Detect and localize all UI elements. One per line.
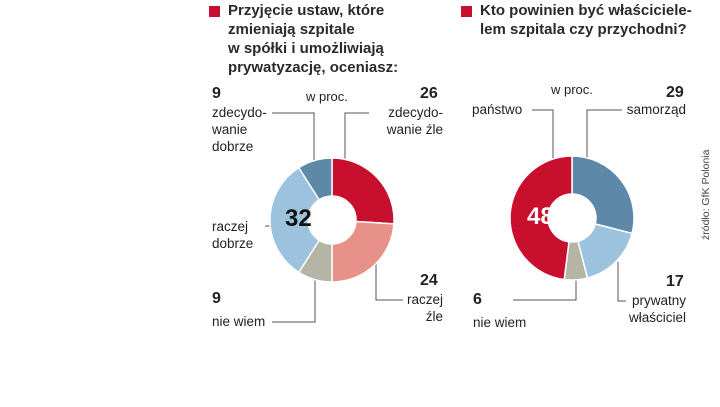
chart2-leader-prywatny [617, 262, 626, 302]
chart1-slice-zdecydo-wanie-dobrze [297, 157, 333, 201]
chart1-slice-raczej-dobrze [269, 166, 321, 274]
chart2-donut [509, 155, 635, 281]
chart1-unit-label: w proc. [306, 89, 348, 104]
chart2-value-label-samorzad: 29 [666, 84, 684, 101]
chart1-center-value: 32 [285, 205, 312, 232]
chart2-label-samorzad: samorząd [626, 102, 686, 117]
chart1-leaders [265, 112, 403, 323]
chart2-label-panstwo: państwo [472, 102, 523, 117]
chart2-leader-panstwo [532, 109, 554, 160]
chart2-center-value: 48 [527, 203, 554, 230]
chart1-leader-zdecydowanie-zle [344, 112, 369, 162]
chart2-slice-państwo [509, 155, 573, 281]
chart1-title: Przyjęcie ustaw, które zmieniają szpital… [228, 2, 399, 76]
chart2-leader-samorzad [586, 109, 622, 160]
chart2-leader-nie-wiem [513, 276, 577, 301]
chart2-slice-samorząd [571, 155, 635, 235]
chart1-label-raczej-zle: raczej źle [406, 292, 443, 324]
chart2-label-nie-wiem: nie wiem [473, 315, 527, 330]
chart1-value-label-raczej-zle: 24 [420, 272, 438, 289]
chart1-label-raczej-dobrze: raczej dobrze [212, 219, 254, 251]
heading-marker-2 [461, 6, 472, 17]
chart1-label-zdecydowanie-zle: zdecydo- wanie źle [386, 105, 443, 137]
chart2-value-label-nie-wiem: 6 [473, 291, 482, 308]
chart1-value-label-nie-wiem: 9 [212, 290, 221, 307]
chart2-title: Kto powinien być właściciele- lem szpita… [480, 2, 692, 38]
chart2-leaders [513, 109, 626, 302]
heading-marker-1 [209, 6, 220, 17]
chart2-label-prywatny: prywatny właściciel [628, 293, 686, 325]
chart1-slice-zdecydo-wanie-źle [331, 157, 395, 225]
chart1-slice-raczej-źle [331, 220, 395, 283]
chart1-donut [269, 157, 395, 283]
chart1-leader-zdecydowanie-dobrze [272, 112, 315, 162]
chart1-leader-nie-wiem [272, 271, 316, 323]
chart1-label-nie-wiem: nie wiem [212, 314, 266, 329]
chart1-value-label-zdecydowanie-zle: 26 [420, 85, 438, 102]
chart2-value-label-prywatny: 17 [666, 273, 684, 290]
chart1-value-label-zdecydowanie-dobrze: 9 [212, 85, 221, 102]
chart1-label-zdecydowanie-dobrze: zdecydo- wanie dobrze [212, 105, 267, 154]
chart2-unit-label: w proc. [551, 82, 593, 97]
chart1-leader-raczej-zle [375, 262, 403, 301]
